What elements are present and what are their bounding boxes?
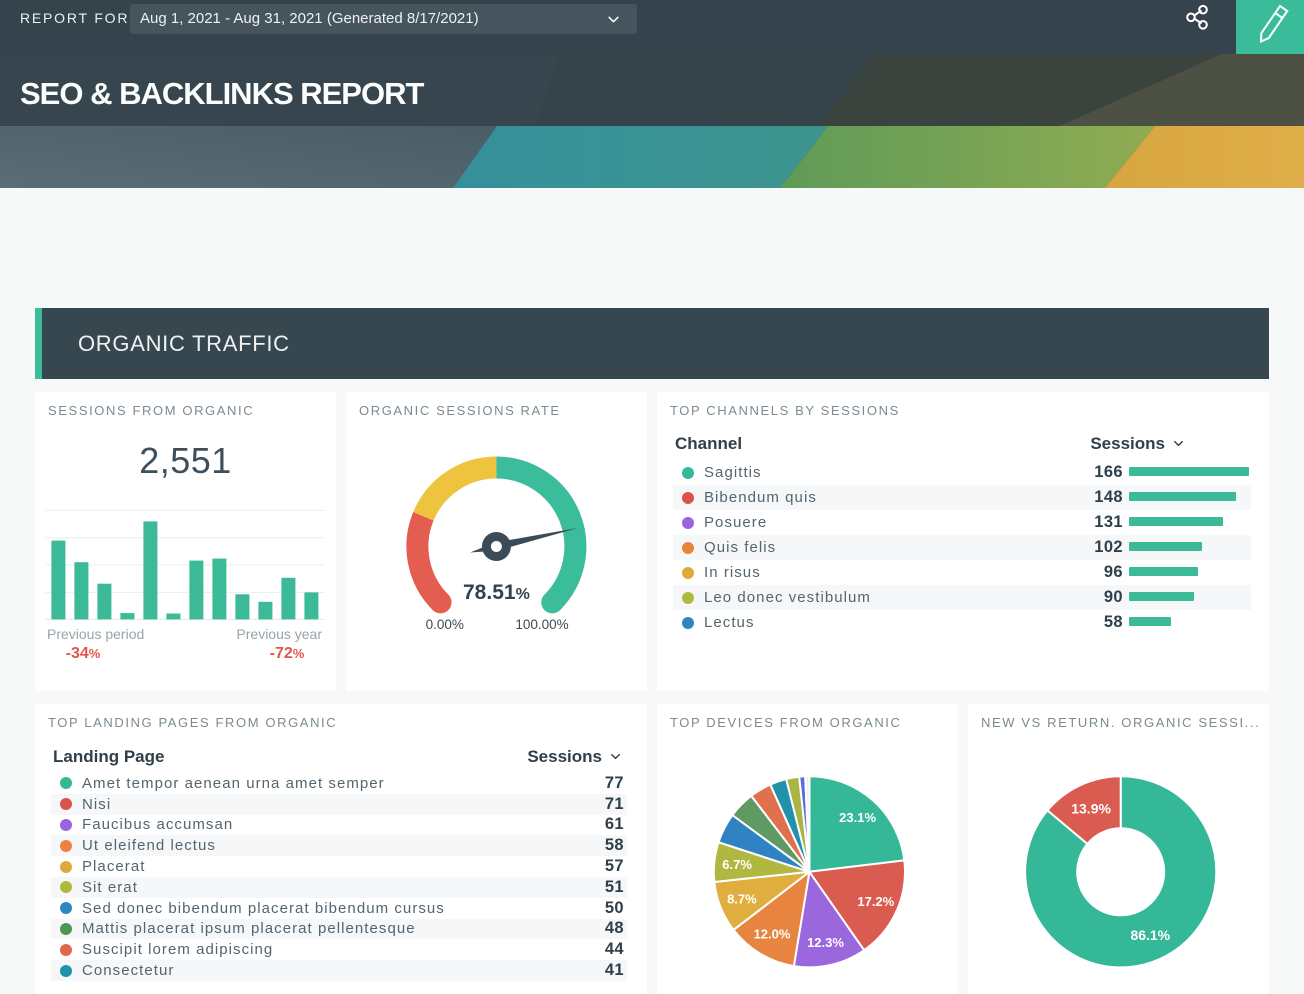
svg-text:78.51%: 78.51% [463,581,530,604]
svg-text:8.7%: 8.7% [727,891,757,906]
svg-text:6.7%: 6.7% [722,857,752,872]
svg-text:86.1%: 86.1% [1130,927,1170,943]
svg-text:100.00%: 100.00% [515,617,568,632]
svg-text:12.0%: 12.0% [754,927,791,942]
svg-text:17.2%: 17.2% [857,894,894,909]
svg-text:13.9%: 13.9% [1071,800,1111,816]
svg-text:0.00%: 0.00% [426,617,464,632]
svg-text:12.3%: 12.3% [807,935,844,950]
svg-text:23.1%: 23.1% [839,810,876,825]
